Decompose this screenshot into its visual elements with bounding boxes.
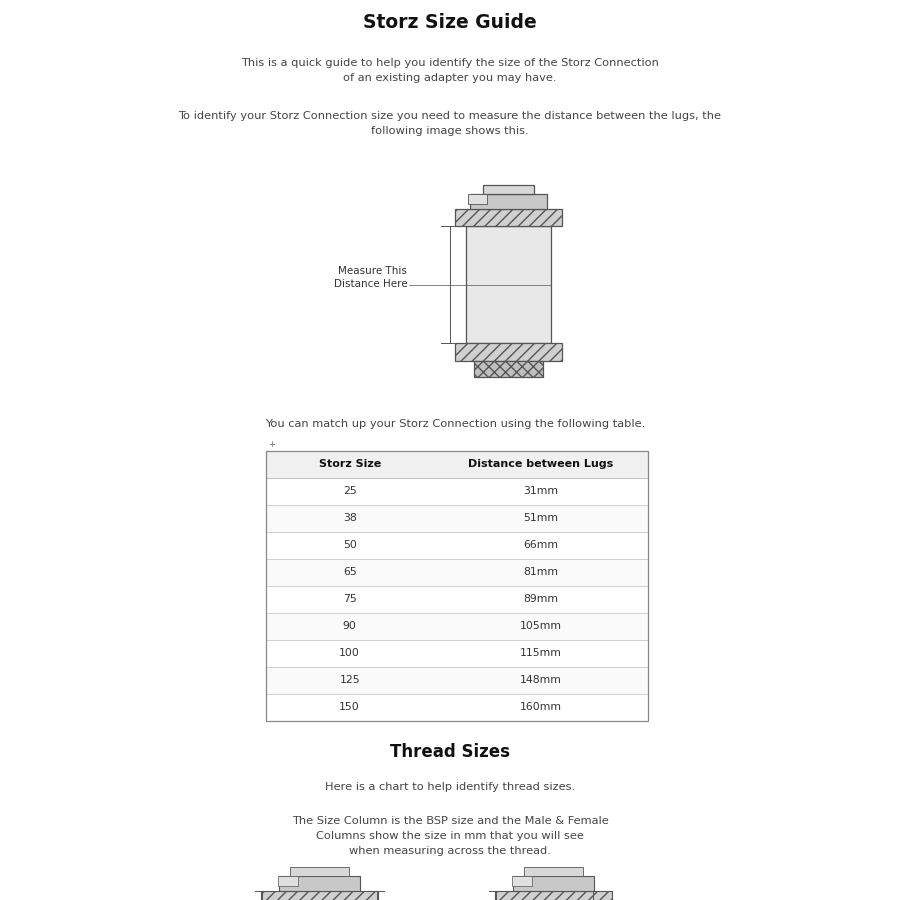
Text: 38: 38 <box>343 513 356 524</box>
Bar <box>513 877 594 891</box>
Bar <box>482 185 534 193</box>
Text: 50: 50 <box>343 540 356 551</box>
Text: This is a quick guide to help you identify the size of the Storz Connection
of a: This is a quick guide to help you identi… <box>241 58 659 84</box>
Bar <box>266 478 648 505</box>
Text: 66mm: 66mm <box>524 540 558 551</box>
Bar <box>466 227 551 344</box>
Text: Thread Sizes: Thread Sizes <box>390 742 510 760</box>
Bar <box>524 868 583 877</box>
Text: 25: 25 <box>343 486 356 497</box>
Text: You can match up your Storz Connection using the following table.: You can match up your Storz Connection u… <box>266 418 646 428</box>
Text: +: + <box>268 440 275 449</box>
Text: Measure This
Distance Here: Measure This Distance Here <box>334 266 407 289</box>
Text: 100: 100 <box>339 648 360 659</box>
Bar <box>266 451 648 478</box>
Bar <box>266 667 648 694</box>
Bar <box>278 877 298 886</box>
Bar <box>266 613 648 640</box>
Bar <box>290 868 349 877</box>
Text: To identify your Storz Connection size you need to measure the distance between : To identify your Storz Connection size y… <box>178 111 722 136</box>
Bar <box>470 194 547 209</box>
Text: The Size Column is the BSP size and the Male & Female
Columns show the size in m: The Size Column is the BSP size and the … <box>292 816 608 856</box>
Text: 148mm: 148mm <box>520 675 562 686</box>
Text: 65: 65 <box>343 567 356 578</box>
Bar <box>266 451 648 721</box>
Bar <box>266 559 648 586</box>
Text: Storz Size Guide: Storz Size Guide <box>363 14 537 32</box>
Bar <box>468 194 487 204</box>
Text: Distance between Lugs: Distance between Lugs <box>468 459 614 470</box>
Text: 150: 150 <box>339 702 360 713</box>
Text: 51mm: 51mm <box>524 513 558 524</box>
Bar <box>495 891 612 900</box>
Text: 89mm: 89mm <box>524 594 558 605</box>
Text: 160mm: 160mm <box>520 702 562 713</box>
Text: 90: 90 <box>343 621 356 632</box>
Bar <box>455 344 562 361</box>
Bar <box>261 891 378 900</box>
Bar <box>266 505 648 532</box>
Bar <box>266 694 648 721</box>
Text: 105mm: 105mm <box>520 621 562 632</box>
Text: Here is a chart to help identify thread sizes.: Here is a chart to help identify thread … <box>325 782 575 792</box>
Bar <box>279 877 360 891</box>
Text: 81mm: 81mm <box>524 567 558 578</box>
Text: Storz Size: Storz Size <box>319 459 381 470</box>
Text: 31mm: 31mm <box>524 486 558 497</box>
Bar <box>474 361 543 377</box>
Bar <box>455 209 562 227</box>
Bar <box>512 877 532 886</box>
Text: 125: 125 <box>339 675 360 686</box>
Bar <box>266 532 648 559</box>
Bar <box>266 640 648 667</box>
Bar <box>266 586 648 613</box>
Text: 75: 75 <box>343 594 356 605</box>
Text: 115mm: 115mm <box>520 648 562 659</box>
